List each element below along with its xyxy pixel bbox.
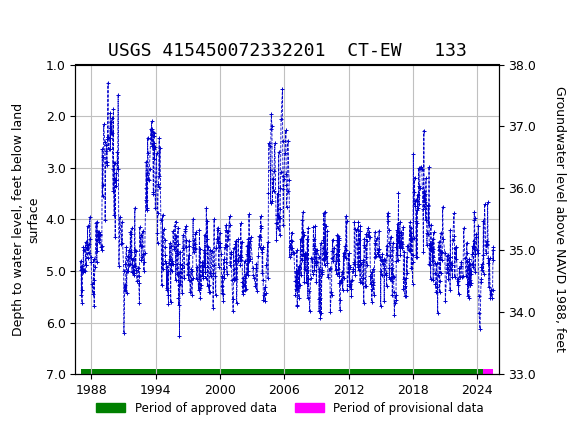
Y-axis label: Groundwater level above NAVD 1988, feet: Groundwater level above NAVD 1988, feet (553, 86, 566, 352)
Text: ▒USGS: ▒USGS (6, 12, 64, 34)
Legend: Period of approved data, Period of provisional data: Period of approved data, Period of provi… (91, 397, 489, 420)
Title: USGS 415450072332201  CT-EW   133: USGS 415450072332201 CT-EW 133 (108, 42, 466, 60)
Y-axis label: Depth to water level, feet below land
surface: Depth to water level, feet below land su… (12, 103, 40, 336)
